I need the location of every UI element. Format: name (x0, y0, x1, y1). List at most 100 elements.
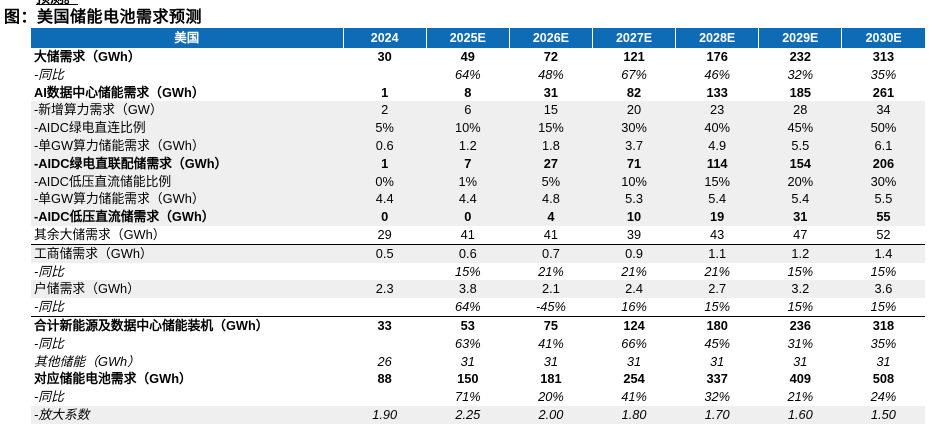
cell: 15% (870, 263, 897, 279)
cell: 31 (543, 353, 559, 369)
cell: 5.5 (791, 137, 810, 153)
row-label: -AIDC绿电直联配储需求（GWh） (34, 155, 228, 171)
cell: 40% (704, 120, 730, 136)
clipped-text-fragment: 预测。 (36, 0, 932, 7)
cell: 53 (460, 317, 475, 333)
cell: 28 (793, 102, 808, 118)
cell: 35% (870, 66, 897, 82)
cell: 6.1 (874, 137, 893, 153)
row-label: -同比 (31, 298, 344, 317)
column-header-2028e: 2028E (675, 28, 759, 48)
cell: 31 (543, 84, 559, 100)
cell: 31% (787, 335, 814, 351)
row-label: -AIDC绿电直连比例 (34, 120, 146, 136)
cell: -45% (509, 298, 593, 317)
cell: 72 (543, 49, 559, 64)
table-body: 大储需求（GWh） 30 49 72 121 176 232 313 -同比 64% 48% 67% 4… (31, 48, 925, 424)
cell: 5.4 (708, 191, 727, 207)
cell: 29 (343, 225, 427, 245)
cell: 206 (872, 155, 895, 171)
cell: 1.4 (874, 245, 893, 261)
table-row: -放大系数 1.90 2.25 2.00 1.80 1.70 1.60 1.50 (31, 405, 925, 424)
row-label: 其他储能（GWh） (34, 353, 140, 369)
table-row: 户储需求（GWh） 2.3 3.8 2.1 2.4 2.7 3.2 3.6 (31, 280, 925, 299)
row-label: -放大系数 (34, 406, 90, 422)
table-header-row: 美国 2024 2025E 2026E 2027E 2028E 2029E 2030E (31, 28, 925, 48)
table-row: AI数据中心储能需求（GWh） 1 8 31 82 133 185 261 (31, 84, 925, 102)
cell: 4.4 (375, 191, 394, 207)
cell: 49 (460, 49, 475, 64)
cell: 15% (841, 298, 925, 317)
table-row: -AIDC绿电直联配储需求（GWh） 1 7 27 71 114 154 206 (31, 154, 925, 173)
cell: 5.5 (874, 191, 893, 207)
cell (343, 388, 426, 406)
cell: 30% (621, 120, 647, 136)
cell: 4 (547, 209, 555, 225)
cell: 154 (789, 155, 811, 171)
cell: 2.25 (455, 406, 481, 422)
row-label: -同比 (34, 335, 64, 351)
cell: 20 (626, 102, 642, 118)
cell: 261 (872, 84, 895, 100)
cell: 150 (457, 371, 479, 387)
cell: 88 (377, 371, 392, 387)
cell: 1.1 (708, 245, 727, 261)
cell: 7 (464, 155, 472, 171)
cell: 30% (870, 173, 897, 189)
cell: 39 (592, 225, 676, 245)
cell: 337 (706, 371, 728, 387)
cell: 236 (789, 317, 811, 333)
cell: 50% (870, 120, 897, 136)
cell: 3.8 (458, 281, 477, 297)
cell: 52 (841, 225, 925, 245)
row-label: AI数据中心储能需求（GWh） (34, 84, 205, 100)
cell: 121 (623, 49, 645, 64)
table-row: -单GW算力储能需求（GWh） 0.6 1.2 1.8 3.7 4.9 5.5 6.1 (31, 136, 925, 155)
cell: 5.4 (791, 191, 810, 207)
cell: 63% (454, 335, 481, 351)
cell: 41% (538, 335, 564, 351)
cell: 64% (454, 66, 481, 82)
cell: 21% (621, 263, 647, 279)
cell: 1.70 (704, 406, 730, 422)
forecast-table: 美国 2024 2025E 2026E 2027E 2028E 2029E 2030E 大储需… (31, 28, 925, 424)
cell: 45% (704, 335, 730, 351)
row-label: 工商储需求（GWh） (34, 245, 153, 261)
cell: 32% (704, 389, 730, 405)
cell: 4.4 (458, 191, 477, 207)
cell: 409 (789, 371, 811, 387)
cell: 1% (458, 173, 478, 189)
cell: 1.60 (787, 406, 813, 422)
column-header-2027e: 2027E (591, 28, 676, 48)
table-row: -同比 63% 41% 66% 45% 31% 35% (31, 335, 925, 353)
table-row: 合计新能源及数据中心储能装机（GWh） 33 53 75 124 180 236 318 (31, 316, 925, 334)
row-label: -单GW算力储能需求（GWh） (34, 137, 205, 153)
table-row: 其他储能（GWh） 26 31 31 31 31 31 31 (31, 353, 925, 371)
table-row: -同比 64% -45% 16% 15% 15% 15% (31, 298, 925, 317)
cell: 8 (464, 84, 472, 100)
cell: 21% (787, 389, 814, 405)
cell (343, 298, 427, 317)
row-label: 大储需求（GWh） (34, 49, 141, 64)
cell: 33 (377, 317, 392, 333)
cell: 0.6 (375, 137, 394, 153)
cell: 31 (793, 353, 808, 369)
cell: 15% (675, 298, 759, 317)
column-header-2024: 2024 (342, 28, 427, 48)
cell: 26 (377, 353, 392, 369)
cell: 64% (426, 298, 510, 317)
cell: 34 (876, 102, 891, 118)
cell: 1 (381, 155, 389, 171)
row-label: -AIDC低压直流储需求（GWh） (34, 209, 215, 225)
row-label: 对应储能电池需求（GWh） (34, 371, 192, 387)
cell: 3.6 (874, 281, 893, 297)
column-header-region: 美国 (31, 28, 344, 48)
table-row: 其余大储需求（GWh） 29 41 41 39 43 47 52 (31, 225, 925, 245)
table-row: 对应储能电池需求（GWh） 88 150 181 254 337 409 508 (31, 370, 925, 388)
cell: 5% (375, 120, 394, 136)
cell: 176 (706, 49, 728, 64)
cell: 508 (872, 371, 895, 387)
cell: 67% (621, 66, 647, 82)
row-label: -AIDC低压直流储能比例 (34, 173, 172, 189)
cell: 21% (704, 263, 730, 279)
